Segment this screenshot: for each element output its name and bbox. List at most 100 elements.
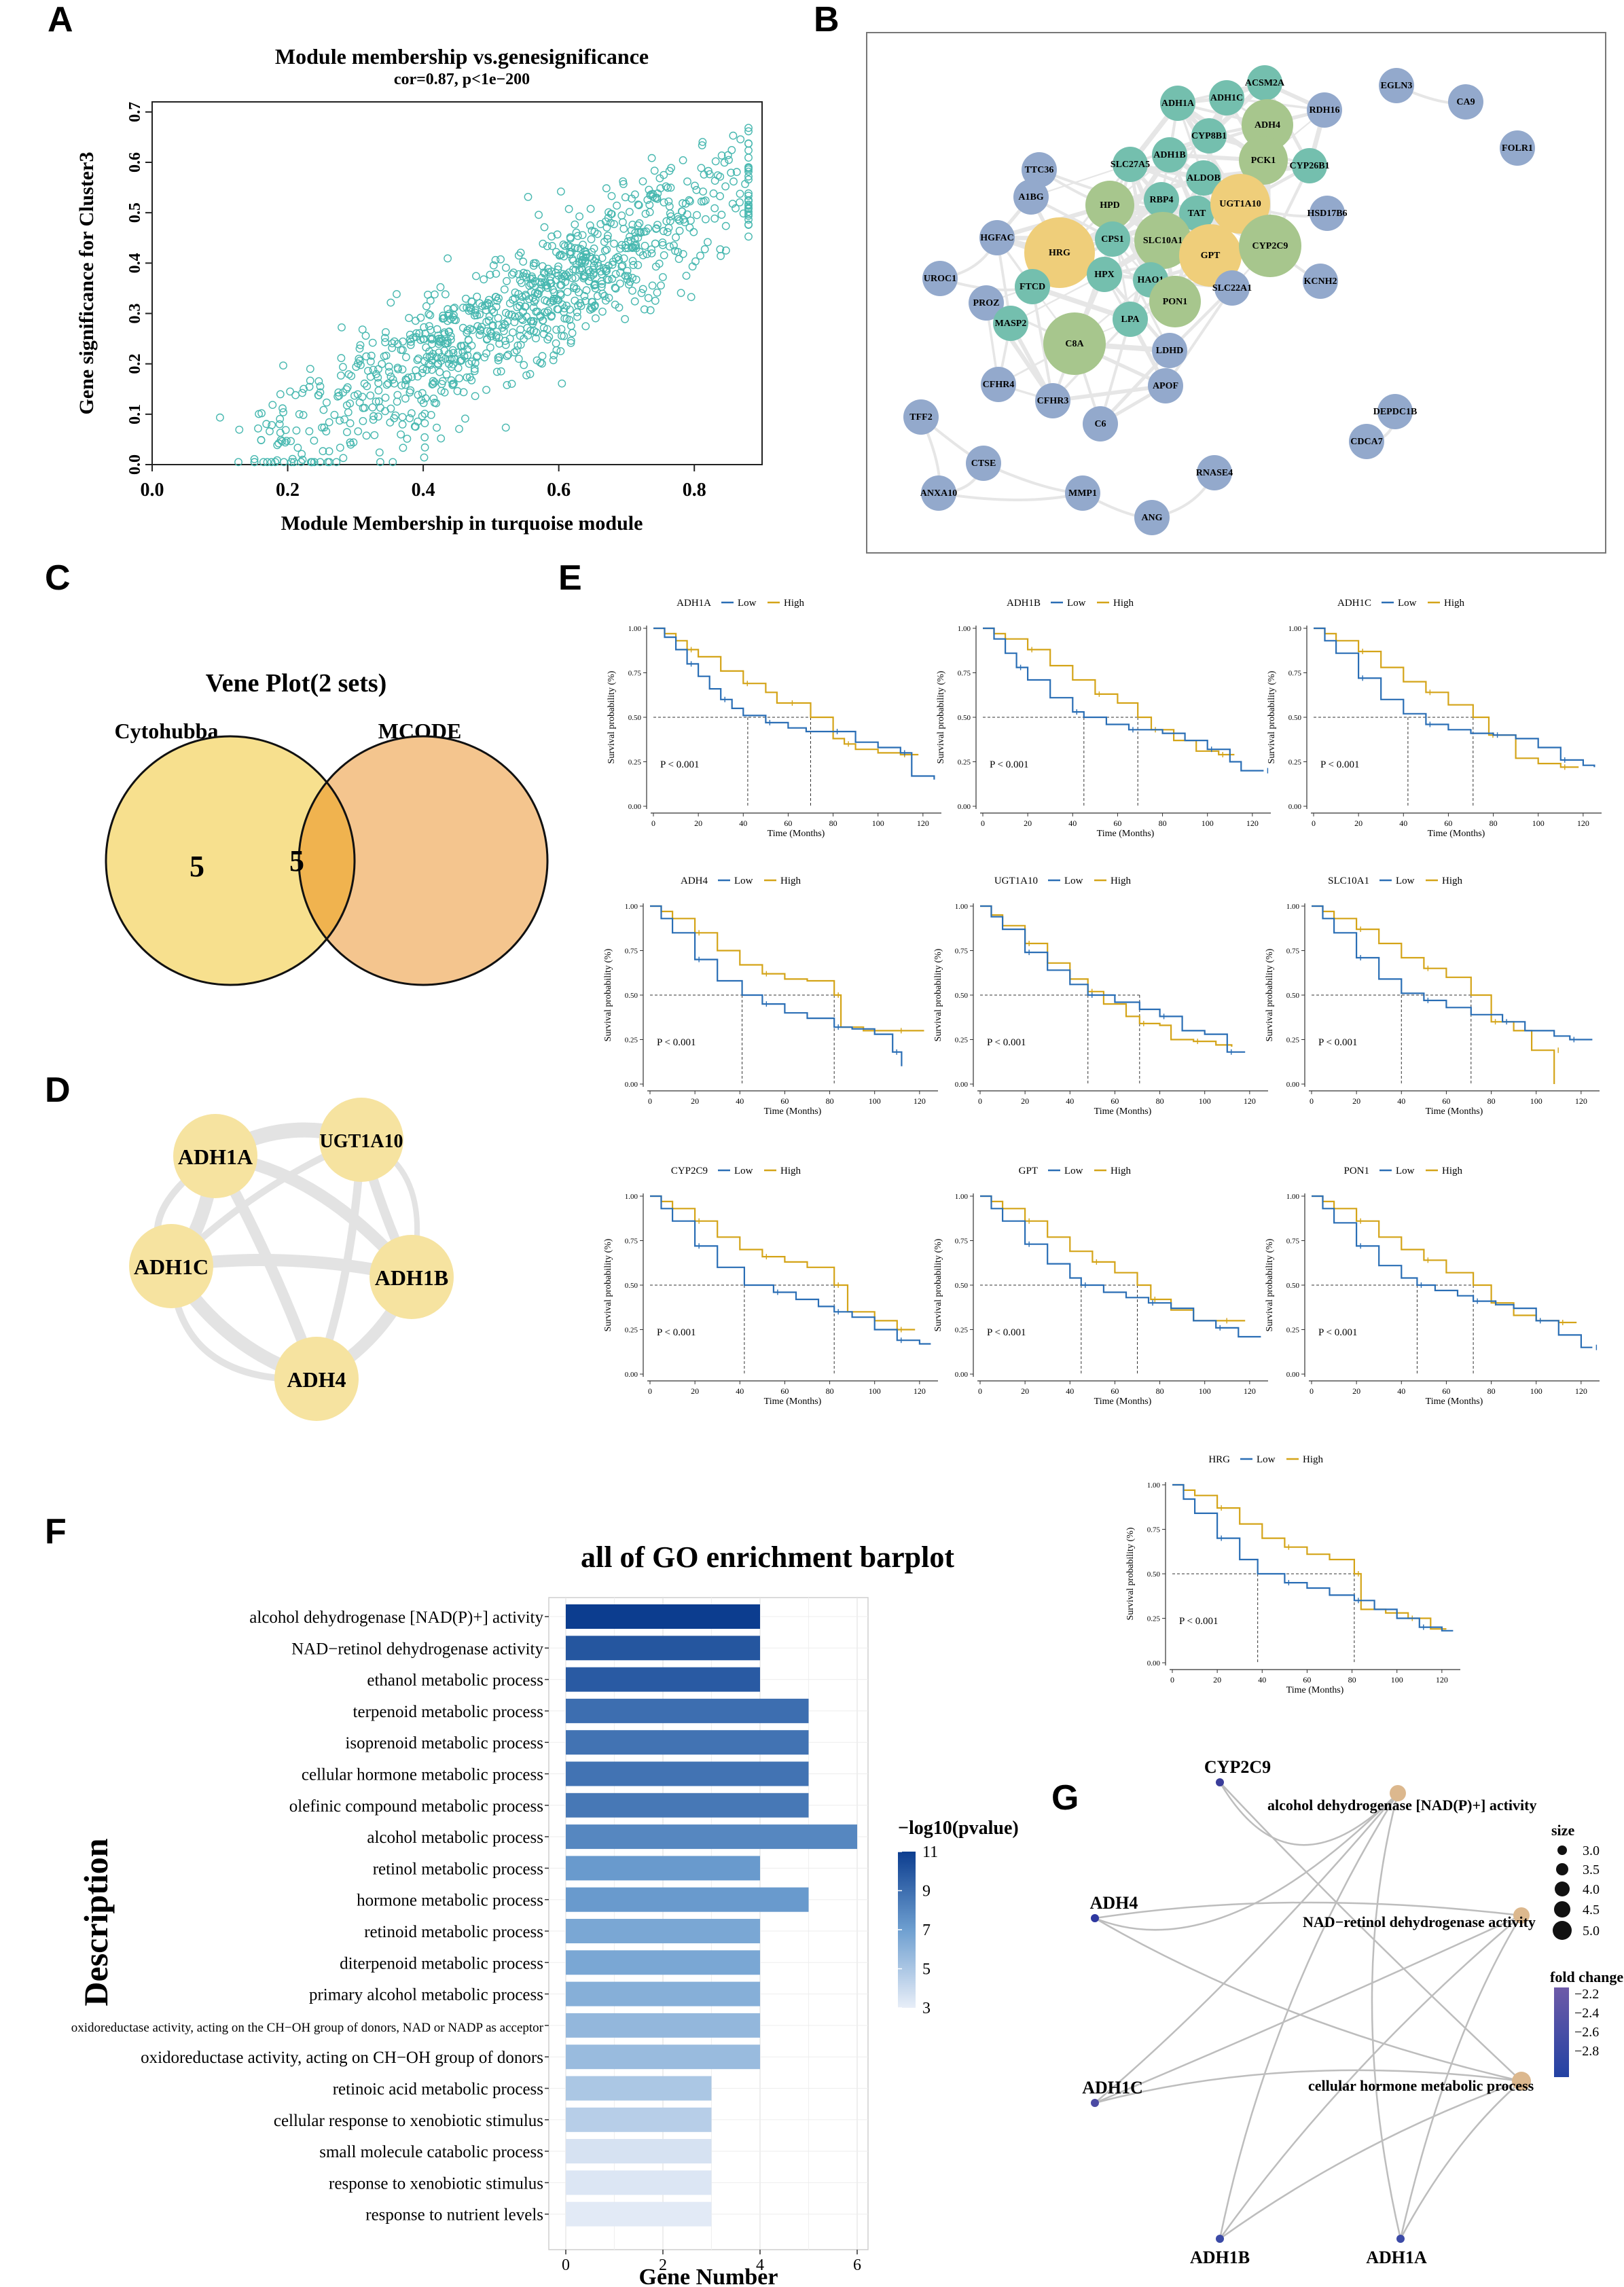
scatter-point [492,270,501,278]
scatter-point [346,440,355,449]
scatter-point [482,386,490,394]
scatter-point [494,314,503,323]
scatter-frame [151,101,763,465]
go-legend-tick-label: 3 [922,2000,931,2017]
km-y-tick-label: 0.00 [1286,1081,1300,1089]
km-y-tick-label: 0.50 [625,1282,638,1290]
node-c8a [1043,312,1106,375]
scatter-point [647,154,656,162]
node-slc10a1 [1134,212,1191,269]
scatter-point [435,367,444,376]
go-category-label: alcohol dehydrogenase [NAD(P)+] activity [249,1608,543,1627]
scatter-point [702,215,710,223]
scatter-point [552,276,560,284]
scatter-x-label: Module Membership in turquoise module [281,512,643,535]
node-c6 [1083,406,1118,442]
go-category-label: oxidoreductase activity, acting on the C… [71,2021,544,2035]
scatter-point [397,381,406,390]
go-bar [566,1636,760,1661]
x-tick-label: 0.2 [276,480,300,501]
km-y-tick-label: 0.50 [1147,1570,1161,1579]
scatter-point [381,338,389,346]
legend-low-label: Low [1257,1454,1276,1465]
legend-high-label: High [784,598,805,609]
scatter-point [560,314,569,323]
scatter-point [463,345,472,354]
panel-e-survival-plots: ADH1A Low High 0.00 0.25 0.50 0.75 1.00 0 20 40 60 8… [603,598,1602,1695]
scatter-point [607,192,616,200]
node-rdh16 [1307,92,1342,128]
scatter-point [420,443,429,452]
scatter-point [630,297,639,306]
network-edge [1164,287,1233,387]
km-x-tick-label: 40 [1399,818,1407,828]
km-curve-high [1312,1195,1577,1324]
venn-title: Vene Plot(2 sets) [206,669,387,698]
scatter-point [316,388,325,397]
km-plot-adh1a: ADH1A Low High 0.00 0.25 0.50 0.75 1.00 0 20 40 60 8… [607,598,941,839]
scatter-point [566,234,575,243]
legend-low-label: Low [1396,1166,1415,1176]
scatter-point [592,254,600,263]
scatter-point [728,200,737,208]
node-ftcd [1015,269,1050,304]
scatter-point [393,290,401,298]
node-label-pon1: PON1 [1163,297,1188,307]
km-curve-low [980,1195,1261,1338]
node-ctse [966,446,1001,481]
scatter-point [657,281,665,290]
node-label-ugt1a10: UGT1A10 [1219,199,1261,209]
scatter-point [428,340,436,348]
scatter-point [412,366,420,375]
scatter-point [378,360,386,368]
km-plot-adh1b: ADH1B Low High 0.00 0.25 0.50 0.75 1.00 0 20 40 60 8… [936,598,1271,839]
x-tick-label: 0.0 [141,480,164,501]
network-edge [1030,286,1055,401]
scatter-point [646,306,655,314]
node-label-ftcd: FTCD [1019,282,1045,292]
km-y-tick-label: 1.00 [955,903,969,911]
scatter-point [412,329,420,338]
node-label-adh4: ADH4 [1255,120,1280,130]
scatter-point [628,257,637,266]
scatter-point [676,289,685,298]
scatter-point [503,352,511,361]
scatter-point [390,414,399,422]
scatter-point [637,289,646,298]
scatter-point [483,301,492,310]
scatter-point [419,399,428,408]
scatter-point [564,204,573,213]
scatter-point [658,238,667,247]
panel-letter-f: F [45,1512,67,1551]
km-y-tick-label: 0.00 [1288,803,1302,811]
cnet-foldchange-legend: fold change −2.2 −2.4 −2.6 −2.8 [1550,1968,1623,2077]
km-x-label: Time (Months) [768,829,825,839]
scatter-point [438,377,447,385]
go-category-label: isoprenoid metabolic process [345,1734,543,1752]
node-label-cyp2c9: CYP2C9 [1252,241,1288,251]
scatter-point [600,247,609,255]
km-x-label: Time (Months) [1426,1397,1483,1407]
scatter-point [280,458,288,467]
node-folr1 [1500,130,1535,166]
cnet-gene-label-cyp2c9: CYP2C9 [1204,1757,1271,1777]
go-category-label: response to nutrient levels [365,2206,543,2225]
go-bar [566,1887,809,1912]
scatter-point [340,415,348,424]
scatter-point [558,379,566,388]
scatter-point [516,325,525,334]
scatter-point [501,336,509,345]
node-label-cfhr3: CFHR3 [1037,396,1069,406]
scatter-point [389,375,397,384]
scatter-point [368,338,377,347]
scatter-point [647,249,656,257]
scatter-point [385,367,393,376]
x-tick-label: 0.4 [412,480,435,501]
km-x-tick-label: 0 [648,1386,652,1396]
scatter-point [527,287,536,296]
scatter-point [664,197,673,206]
scatter-point [589,266,597,274]
scatter-point [501,423,510,432]
scatter-point [540,223,549,232]
scatter-point [455,374,463,382]
